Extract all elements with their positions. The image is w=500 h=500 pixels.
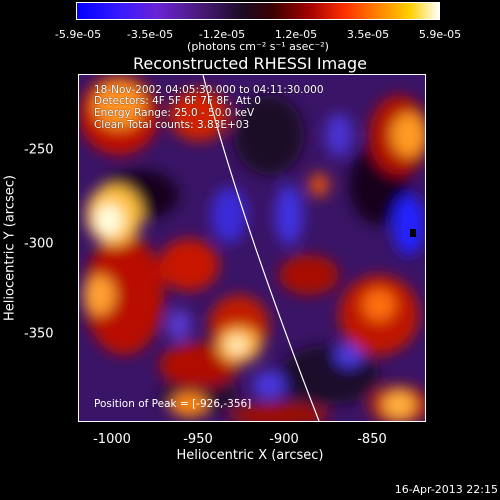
emission-blobs bbox=[79, 75, 425, 421]
info-energy: Energy Range: 25.0 - 50.0 keV bbox=[94, 107, 255, 119]
colorbar-tick: -1.2e-05 bbox=[198, 28, 246, 41]
colorbar bbox=[76, 2, 440, 20]
x-axis-label: Heliocentric X (arcsec) bbox=[176, 448, 324, 463]
image-plot bbox=[78, 74, 426, 422]
y-tick: -250 bbox=[24, 142, 54, 158]
x-tick: -1000 bbox=[93, 432, 131, 447]
colorbar-tick: -3.5e-05 bbox=[126, 28, 174, 41]
y-tick: -300 bbox=[24, 236, 54, 252]
colorbar-tick: -5.9e-05 bbox=[54, 28, 102, 41]
info-time: 18-Nov-2002 04:05:30.000 to 04:11:30.000 bbox=[94, 84, 324, 96]
info-detectors: Detectors: 4F 5F 6F 7F 8F, Att 0 bbox=[94, 95, 261, 107]
colorbar-tick: 3.5e-05 bbox=[346, 28, 390, 41]
x-tick: -950 bbox=[183, 432, 213, 447]
peak-position: Position of Peak = [-926,-356] bbox=[94, 398, 252, 410]
solar-limb-line bbox=[202, 75, 320, 421]
colorbar-tick: 5.9e-05 bbox=[418, 28, 462, 41]
x-tick: -850 bbox=[357, 432, 387, 447]
timestamp: 16-Apr-2013 22:15 bbox=[394, 483, 498, 496]
plot-title: Reconstructed RHESSI Image bbox=[133, 54, 367, 73]
y-tick: -350 bbox=[24, 326, 54, 342]
info-clean: Clean Total counts: 3.83E+03 bbox=[94, 119, 250, 131]
rhessi-image bbox=[79, 75, 425, 421]
colorbar-units: (photons cm⁻² s⁻¹ asec⁻²) bbox=[187, 40, 329, 53]
colorbar-tick: 1.2e-05 bbox=[274, 28, 318, 41]
y-axis-label: Heliocentric Y (arcsec) bbox=[2, 175, 18, 321]
marker bbox=[410, 229, 416, 237]
x-tick: -900 bbox=[269, 432, 299, 447]
